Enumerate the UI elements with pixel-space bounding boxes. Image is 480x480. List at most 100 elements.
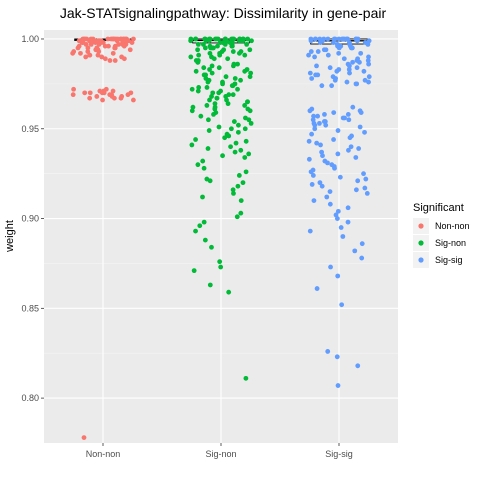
data-point <box>225 101 231 107</box>
legend-label: Sig-non <box>435 238 466 248</box>
data-point <box>235 86 240 92</box>
data-point <box>340 115 346 121</box>
data-point <box>347 70 352 76</box>
data-point <box>325 160 330 166</box>
data-point <box>309 131 315 137</box>
data-point <box>346 117 352 123</box>
data-point <box>350 104 356 110</box>
data-point <box>317 120 322 126</box>
data-point <box>325 349 331 354</box>
chart-title: Jak-STATsignalingpathway: Dissimilarity … <box>60 5 387 21</box>
data-point <box>193 228 198 234</box>
data-point <box>317 180 323 186</box>
data-point <box>217 40 223 45</box>
data-point <box>75 45 81 51</box>
data-point <box>310 117 316 123</box>
data-point <box>223 74 229 80</box>
data-point <box>313 36 318 42</box>
data-point <box>190 104 196 110</box>
data-point <box>244 41 250 47</box>
data-point <box>345 219 351 225</box>
data-point <box>317 40 323 45</box>
data-point <box>322 112 327 117</box>
data-point <box>217 259 223 265</box>
data-point <box>206 128 212 133</box>
data-point <box>242 103 248 108</box>
data-point <box>222 41 228 47</box>
x-tick-labels: Non-non Sig-non Sig-sig <box>86 443 353 459</box>
data-point <box>118 95 124 101</box>
data-point <box>102 43 108 49</box>
data-point <box>315 72 321 78</box>
data-point <box>361 171 366 177</box>
data-point <box>247 74 253 80</box>
data-point <box>237 50 242 56</box>
data-point <box>82 36 88 42</box>
data-point <box>188 38 194 44</box>
data-point <box>216 124 222 130</box>
data-point <box>335 273 341 279</box>
data-point <box>87 90 93 96</box>
data-point <box>349 45 355 51</box>
data-point <box>307 228 313 234</box>
data-point <box>78 50 83 56</box>
data-point <box>70 92 76 98</box>
data-point <box>340 234 346 239</box>
data-point <box>193 68 199 74</box>
data-point <box>236 173 242 178</box>
data-point <box>336 50 342 56</box>
data-point <box>85 49 91 54</box>
data-point <box>365 41 371 47</box>
data-point <box>309 182 315 187</box>
data-point <box>319 183 325 189</box>
data-point <box>353 155 359 160</box>
data-point <box>201 65 207 71</box>
data-point <box>306 52 311 58</box>
data-point <box>249 38 254 44</box>
data-point <box>359 241 365 247</box>
legend: Significant Non-non Sig-non Sig-sig <box>413 202 470 268</box>
data-point <box>335 208 341 214</box>
data-point <box>70 50 76 56</box>
data-point <box>325 52 331 58</box>
data-point <box>231 63 236 69</box>
data-point <box>209 244 214 250</box>
data-point <box>238 77 243 83</box>
data-point <box>223 94 229 99</box>
data-point <box>311 198 317 203</box>
data-point <box>358 110 364 115</box>
data-point <box>312 122 318 128</box>
data-point <box>335 151 341 157</box>
data-point <box>318 142 323 148</box>
data-point <box>209 70 215 76</box>
data-point <box>96 49 102 54</box>
data-point <box>197 223 203 229</box>
data-point <box>243 169 249 175</box>
data-point <box>200 194 205 200</box>
data-point <box>236 38 242 44</box>
y-tick-label: 0.85 <box>21 303 39 313</box>
data-point <box>312 54 317 60</box>
data-point <box>230 187 236 193</box>
data-point <box>245 99 250 105</box>
data-point <box>354 38 360 44</box>
data-point <box>327 189 333 195</box>
data-point <box>337 174 343 180</box>
data-point <box>87 95 93 101</box>
data-point <box>127 47 133 53</box>
data-point <box>226 289 232 295</box>
data-point <box>189 142 195 148</box>
data-point <box>307 108 313 114</box>
legend-swatch <box>418 257 424 263</box>
y-tick-label: 0.80 <box>21 393 39 403</box>
data-point <box>112 45 118 51</box>
data-point <box>193 137 198 142</box>
y-tick-label: 1.00 <box>21 34 39 44</box>
data-point <box>238 198 244 203</box>
data-point <box>105 36 111 42</box>
data-point <box>357 59 362 65</box>
data-point <box>366 61 372 67</box>
data-point <box>311 113 316 119</box>
data-point <box>324 194 330 200</box>
data-point <box>327 65 333 71</box>
